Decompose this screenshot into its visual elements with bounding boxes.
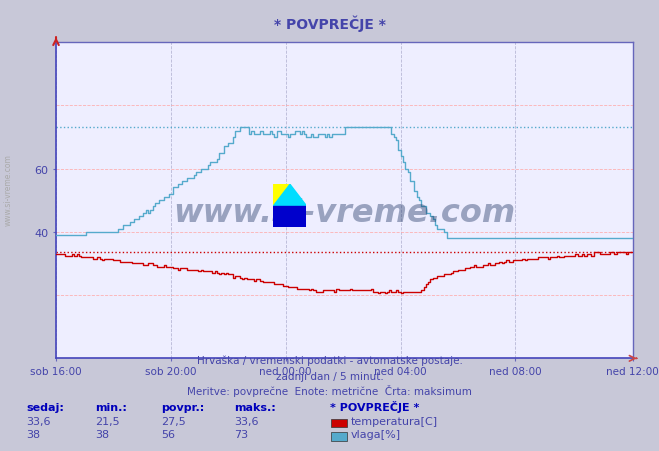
Text: 56: 56: [161, 429, 175, 439]
Text: 38: 38: [96, 429, 109, 439]
Text: 33,6: 33,6: [234, 416, 258, 426]
Text: * POVPREČJE *: * POVPREČJE *: [330, 400, 419, 412]
Polygon shape: [273, 185, 306, 206]
Text: min.:: min.:: [96, 402, 127, 412]
Text: 33,6: 33,6: [26, 416, 51, 426]
Text: temperatura[C]: temperatura[C]: [351, 416, 438, 426]
Text: www.si-vreme.com: www.si-vreme.com: [4, 153, 13, 226]
Text: povpr.:: povpr.:: [161, 402, 205, 412]
Text: 38: 38: [26, 429, 40, 439]
Text: vlaga[%]: vlaga[%]: [351, 429, 401, 439]
Text: sedaj:: sedaj:: [26, 402, 64, 412]
Text: 27,5: 27,5: [161, 416, 186, 426]
Text: maks.:: maks.:: [234, 402, 275, 412]
Text: * POVPREČJE *: * POVPREČJE *: [273, 16, 386, 32]
Text: Meritve: povprečne  Enote: metrične  Črta: maksimum: Meritve: povprečne Enote: metrične Črta:…: [187, 385, 472, 396]
Polygon shape: [273, 206, 306, 228]
Text: 73: 73: [234, 429, 248, 439]
Text: zadnji dan / 5 minut.: zadnji dan / 5 minut.: [275, 371, 384, 381]
Polygon shape: [273, 185, 290, 206]
Text: www.si-vreme.com: www.si-vreme.com: [173, 198, 515, 229]
Text: Hrvaška / vremenski podatki - avtomatske postaje.: Hrvaška / vremenski podatki - avtomatske…: [196, 354, 463, 365]
Text: 21,5: 21,5: [96, 416, 120, 426]
